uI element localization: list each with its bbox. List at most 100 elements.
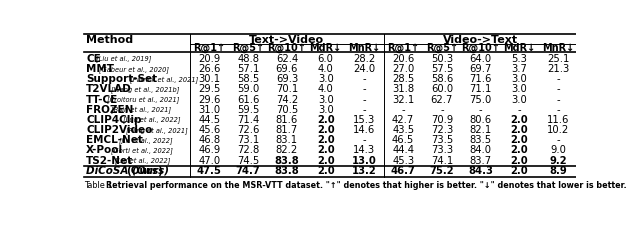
Text: 3.0: 3.0 xyxy=(318,95,333,105)
Text: [Gabeur et al., 2020]: [Gabeur et al., 2020] xyxy=(99,66,170,73)
Text: R@5↑: R@5↑ xyxy=(426,43,458,53)
Text: 72.6: 72.6 xyxy=(237,125,259,135)
Text: 4.0: 4.0 xyxy=(318,85,333,94)
Text: 82.2: 82.2 xyxy=(276,145,298,156)
Text: 62.7: 62.7 xyxy=(431,95,453,105)
Text: 75.0: 75.0 xyxy=(470,95,492,105)
Text: 3.0: 3.0 xyxy=(511,95,527,105)
Text: 14.6: 14.6 xyxy=(353,125,376,135)
Text: Retrieval performance on the MSR-VTT dataset. "↑" denotes that higher is better.: Retrieval performance on the MSR-VTT dat… xyxy=(106,180,626,189)
Text: 21.3: 21.3 xyxy=(547,64,570,74)
Text: 74.7: 74.7 xyxy=(236,166,260,176)
Text: -: - xyxy=(556,74,560,84)
Text: 47.5: 47.5 xyxy=(197,166,222,176)
Text: 69.6: 69.6 xyxy=(276,64,298,74)
Text: 11.6: 11.6 xyxy=(547,115,570,125)
Text: 2.0: 2.0 xyxy=(511,125,528,135)
Text: 20.6: 20.6 xyxy=(392,54,414,64)
Text: 5.3: 5.3 xyxy=(511,54,527,64)
Text: 80.6: 80.6 xyxy=(470,115,492,125)
Text: 3.0: 3.0 xyxy=(318,74,333,84)
Text: 2.0: 2.0 xyxy=(317,145,335,156)
Text: -: - xyxy=(401,105,405,115)
Text: CLIP4Clip: CLIP4Clip xyxy=(86,115,141,125)
Text: [Liu et al., 2022]: [Liu et al., 2022] xyxy=(115,157,170,164)
Text: 32.1: 32.1 xyxy=(392,95,414,105)
Text: -: - xyxy=(556,85,560,94)
Text: 29.6: 29.6 xyxy=(198,95,221,105)
Text: 25.1: 25.1 xyxy=(547,54,570,64)
Text: 58.6: 58.6 xyxy=(431,74,453,84)
Text: EMCL-Net: EMCL-Net xyxy=(86,135,143,145)
Text: 45.3: 45.3 xyxy=(392,156,414,166)
Text: 6.0: 6.0 xyxy=(317,54,333,64)
Text: 44.4: 44.4 xyxy=(392,145,414,156)
Text: Table 1:: Table 1: xyxy=(84,180,117,189)
Text: 84.0: 84.0 xyxy=(470,145,492,156)
Text: -: - xyxy=(556,95,560,105)
Text: 73.3: 73.3 xyxy=(431,145,453,156)
Text: 46.9: 46.9 xyxy=(198,145,221,156)
Text: 83.7: 83.7 xyxy=(470,156,492,166)
Text: CLIP2Video: CLIP2Video xyxy=(86,125,152,135)
Text: 2.0: 2.0 xyxy=(317,156,335,166)
Text: 69.7: 69.7 xyxy=(470,64,492,74)
Text: 2.0: 2.0 xyxy=(511,115,528,125)
Text: MnR↓: MnR↓ xyxy=(348,43,381,53)
Text: 3.0: 3.0 xyxy=(318,105,333,115)
Text: 71.1: 71.1 xyxy=(470,85,492,94)
Text: -: - xyxy=(363,95,366,105)
Text: [Liu et al., 2019]: [Liu et al., 2019] xyxy=(95,55,151,63)
Text: -: - xyxy=(556,105,560,115)
Text: 48.8: 48.8 xyxy=(237,54,259,64)
Text: 57.1: 57.1 xyxy=(237,64,259,74)
Text: 15.3: 15.3 xyxy=(353,115,376,125)
Text: 26.6: 26.6 xyxy=(198,64,221,74)
Text: [Luo et al., 2022]: [Luo et al., 2022] xyxy=(123,117,180,123)
Text: R@10↑: R@10↑ xyxy=(268,43,307,53)
Text: 70.5: 70.5 xyxy=(276,105,298,115)
Text: Support-Set: Support-Set xyxy=(86,74,157,84)
Text: MnR↓: MnR↓ xyxy=(542,43,574,53)
Text: 72.8: 72.8 xyxy=(237,145,259,156)
Text: 62.4: 62.4 xyxy=(276,54,298,64)
Text: 13.2: 13.2 xyxy=(352,166,377,176)
Text: 29.5: 29.5 xyxy=(198,85,221,94)
Text: MdR↓: MdR↓ xyxy=(310,43,342,53)
Text: 73.5: 73.5 xyxy=(431,135,453,145)
Text: 74.1: 74.1 xyxy=(431,156,453,166)
Text: -: - xyxy=(363,135,366,145)
Text: 83.5: 83.5 xyxy=(470,135,492,145)
Text: 2.0: 2.0 xyxy=(317,115,335,125)
Text: 83.8: 83.8 xyxy=(275,166,300,176)
Text: 9.0: 9.0 xyxy=(550,145,566,156)
Text: 3.7: 3.7 xyxy=(511,64,527,74)
Text: 2.0: 2.0 xyxy=(511,145,528,156)
Text: 47.0: 47.0 xyxy=(198,156,221,166)
Text: 43.5: 43.5 xyxy=(392,125,414,135)
Text: R@1↑: R@1↑ xyxy=(387,43,419,53)
Text: [Patrick et al., 2021]: [Patrick et al., 2021] xyxy=(131,76,198,83)
Text: 3.0: 3.0 xyxy=(511,74,527,84)
Text: 71.4: 71.4 xyxy=(237,115,259,125)
Text: [Fang et al., 2021]: [Fang et al., 2021] xyxy=(127,127,188,133)
Text: 42.7: 42.7 xyxy=(392,115,414,125)
Text: [Croitoru et al., 2021]: [Croitoru et al., 2021] xyxy=(107,96,179,103)
Text: T2VLAD: T2VLAD xyxy=(86,85,132,94)
Text: 83.8: 83.8 xyxy=(275,156,300,166)
Text: 84.3: 84.3 xyxy=(468,166,493,176)
Text: -: - xyxy=(363,105,366,115)
Text: -: - xyxy=(479,105,483,115)
Text: 2.0: 2.0 xyxy=(511,135,528,145)
Text: [Jin et al., 2022]: [Jin et al., 2022] xyxy=(119,137,172,144)
Text: 74.5: 74.5 xyxy=(237,156,259,166)
Text: Text->Video: Text->Video xyxy=(250,35,324,45)
Text: R@5↑: R@5↑ xyxy=(232,43,264,53)
Text: 44.5: 44.5 xyxy=(198,115,221,125)
Text: FROZEN: FROZEN xyxy=(86,105,134,115)
Text: MMT: MMT xyxy=(86,64,114,74)
Text: 46.7: 46.7 xyxy=(391,166,415,176)
Text: 50.3: 50.3 xyxy=(431,54,453,64)
Text: R@1↑: R@1↑ xyxy=(193,43,225,53)
Text: 28.5: 28.5 xyxy=(392,74,414,84)
